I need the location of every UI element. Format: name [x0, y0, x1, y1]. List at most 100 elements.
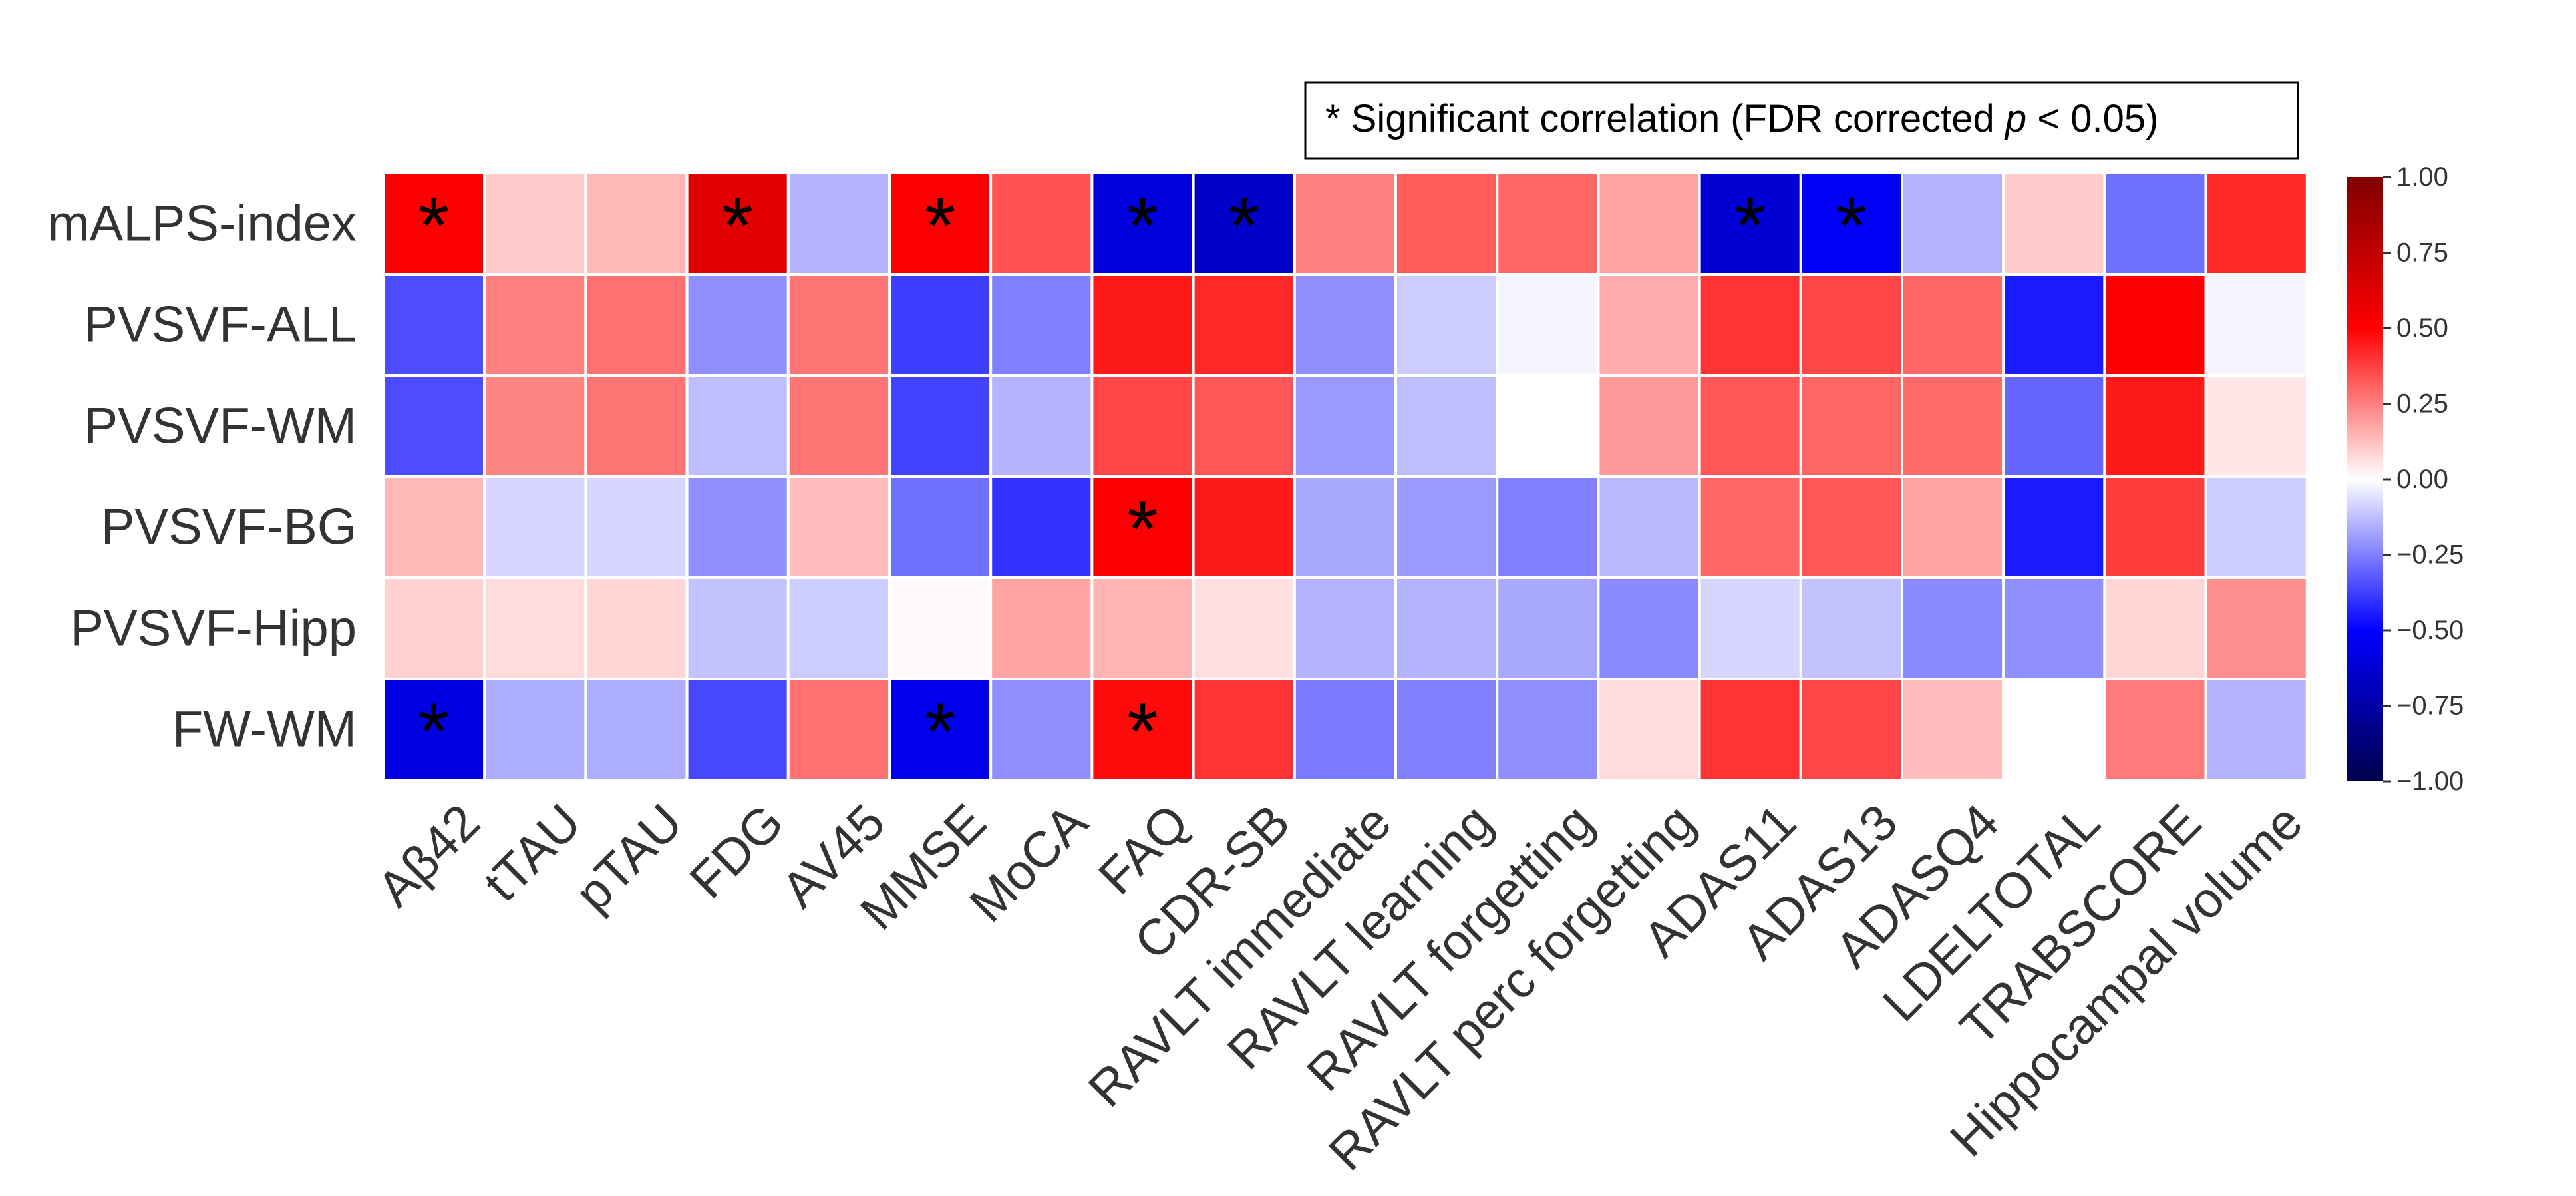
significance-marker: * — [418, 687, 450, 776]
heatmap-cell — [1698, 374, 1802, 478]
colorbar-tick-label: −0.50 — [2396, 616, 2464, 645]
significance-legend: * Significant correlation (FDR corrected… — [1304, 81, 2299, 160]
row-label: PVSVF-Hipp — [70, 600, 357, 657]
column-label: pTAU — [564, 793, 693, 922]
heatmap-cell — [1090, 576, 1195, 680]
heatmap-cell — [2204, 374, 2309, 478]
colorbar-tick-label: 0.75 — [2396, 238, 2448, 268]
heatmap-cell — [2103, 678, 2207, 781]
heatmap-cell — [1496, 172, 1600, 276]
heatmap-cell — [2204, 678, 2309, 781]
heatmap-cell — [1293, 273, 1398, 377]
heatmap-cell — [1496, 273, 1600, 377]
heatmap-cell — [1799, 172, 1904, 276]
heatmap-cell — [2002, 678, 2106, 781]
heatmap-cell — [584, 576, 689, 680]
heatmap-cell — [1293, 678, 1398, 781]
heatmap-cell — [1394, 576, 1499, 680]
heatmap-cell — [1192, 374, 1296, 478]
heatmap-cell — [382, 576, 486, 680]
heatmap-cell — [1901, 374, 2005, 478]
heatmap-cell — [786, 273, 891, 377]
heatmap-cell — [1597, 374, 1701, 478]
significance-legend-box — [1304, 81, 2299, 160]
heatmap-cell — [1394, 475, 1499, 579]
heatmap-cell — [1901, 576, 2005, 680]
row-labels: mALPS-index PVSVF-ALL PVSVF-WM PVSVF-BG PVSV… — [47, 196, 357, 758]
heatmap-cell — [2204, 172, 2309, 276]
significance-markers: * * * * * * * * * * * — [418, 181, 1867, 776]
heatmap-cell — [1799, 576, 1904, 680]
heatmap-cell — [483, 172, 587, 276]
heatmap-cell — [1192, 678, 1296, 781]
heatmap-cell — [1799, 273, 1904, 377]
heatmap-cell — [786, 374, 891, 478]
row-label: PVSVF-WM — [84, 398, 357, 455]
significance-marker: * — [1836, 181, 1867, 270]
heatmap-cell — [1597, 576, 1701, 680]
heatmap-cell — [483, 576, 587, 680]
heatmap-cells — [382, 172, 2309, 781]
heatmap-cell — [1394, 172, 1499, 276]
colorbar-tick-label: 0.00 — [2396, 465, 2448, 494]
heatmap-cell — [888, 475, 993, 579]
row-label: mALPS-index — [47, 196, 357, 252]
heatmap-cell — [786, 678, 891, 781]
heatmap-cell — [1293, 374, 1398, 478]
heatmap-cell — [1394, 678, 1499, 781]
heatmap-cell — [2002, 273, 2106, 377]
heatmap-cell — [1192, 172, 1296, 276]
column-label: tTAU — [473, 793, 592, 912]
colorbar-gradient — [2347, 177, 2383, 781]
column-label: Aβ42 — [367, 793, 491, 918]
heatmap-cell — [1597, 678, 1701, 781]
heatmap-cell — [989, 172, 1094, 276]
heatmap-cell — [2103, 475, 2207, 579]
row-label: PVSVF-ALL — [84, 297, 357, 353]
heatmap-cell — [685, 576, 790, 680]
heatmap-cell — [1698, 273, 1802, 377]
heatmap-cell — [483, 475, 587, 579]
heatmap-cell — [989, 475, 1094, 579]
heatmap-cell — [1394, 374, 1499, 478]
significance-marker: * — [1734, 181, 1766, 270]
heatmap-cell — [685, 475, 790, 579]
heatmap-cell — [2204, 273, 2309, 377]
significance-marker: * — [1127, 485, 1158, 574]
heatmap-cell — [786, 172, 891, 276]
heatmap-cell — [1698, 678, 1802, 781]
heatmap-cell — [584, 374, 689, 478]
heatmap-cell — [786, 576, 891, 680]
column-label: FDG — [679, 793, 795, 909]
heatmap-cell — [1293, 475, 1398, 579]
significance-marker: * — [925, 687, 956, 776]
heatmap-cell — [1496, 678, 1600, 781]
colorbar-tick-label: 0.25 — [2396, 389, 2448, 419]
colorbar-tick-label: 0.50 — [2396, 313, 2448, 343]
colorbar-tick-label: −1.00 — [2396, 767, 2464, 796]
heatmap-cell — [2002, 374, 2106, 478]
heatmap-cell — [1192, 273, 1296, 377]
heatmap-cell — [1496, 475, 1600, 579]
heatmap-cell — [1293, 172, 1398, 276]
heatmap-cell — [989, 273, 1094, 377]
heatmap-cell — [382, 374, 486, 478]
heatmap-cell — [382, 475, 486, 579]
heatmap-cell — [1799, 374, 1904, 478]
heatmap-cell — [786, 475, 891, 579]
heatmap-cell — [685, 374, 790, 478]
row-label: PVSVF-BG — [101, 499, 357, 556]
column-label: MoCA — [959, 793, 1098, 933]
heatmap-cell — [2204, 576, 2309, 680]
colorbar-tick-label: 1.00 — [2396, 162, 2448, 192]
heatmap-cell — [1394, 273, 1499, 377]
heatmap-cell — [888, 273, 993, 377]
heatmap-cell — [1496, 576, 1600, 680]
row-label: FW-WM — [172, 701, 357, 758]
heatmap-cell — [2103, 172, 2207, 276]
significance-marker: * — [1127, 181, 1158, 270]
heatmap-cell — [1901, 475, 2005, 579]
heatmap-cell — [382, 273, 486, 377]
